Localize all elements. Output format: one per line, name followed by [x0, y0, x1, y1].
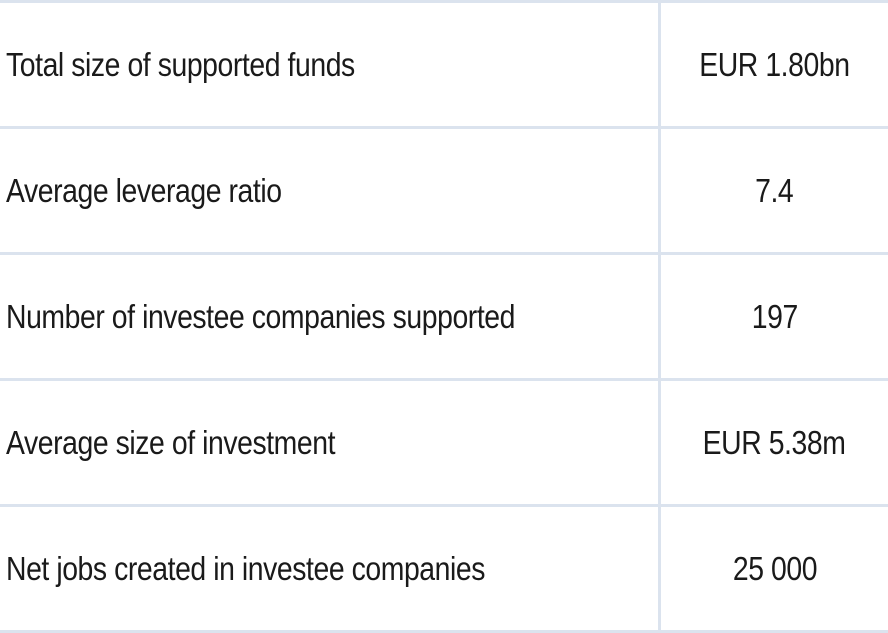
row-label: Net jobs created in investee companies — [6, 549, 486, 587]
row-value-cell: 197 — [659, 253, 888, 381]
row-label-cell: Total size of supported funds — [0, 0, 661, 129]
row-label: Average size of investment — [6, 423, 336, 461]
table-row: Number of investee companies supported 1… — [0, 253, 888, 381]
row-value: EUR 1.80bn — [699, 45, 850, 83]
row-label-cell: Net jobs created in investee companies — [0, 505, 661, 633]
table-row: Net jobs created in investee companies 2… — [0, 505, 888, 633]
row-value-cell: 7.4 — [659, 127, 888, 255]
table-row: Total size of supported funds EUR 1.80bn — [0, 0, 888, 129]
row-value: 197 — [751, 297, 798, 335]
row-value: 7.4 — [755, 171, 794, 209]
row-label-cell: Number of investee companies supported — [0, 253, 661, 381]
table-row: Average size of investment EUR 5.38m — [0, 379, 888, 507]
row-label: Number of investee companies supported — [6, 297, 515, 335]
table-row: Average leverage ratio 7.4 — [0, 127, 888, 255]
row-label-cell: Average size of investment — [0, 379, 661, 507]
row-label: Total size of supported funds — [6, 45, 355, 83]
row-label-cell: Average leverage ratio — [0, 127, 661, 255]
row-label: Average leverage ratio — [6, 171, 282, 209]
row-value-cell: EUR 1.80bn — [659, 0, 888, 129]
row-value: 25 000 — [732, 549, 817, 587]
row-value-cell: 25 000 — [659, 505, 888, 633]
row-value: EUR 5.38m — [703, 423, 846, 461]
row-value-cell: EUR 5.38m — [659, 379, 888, 507]
